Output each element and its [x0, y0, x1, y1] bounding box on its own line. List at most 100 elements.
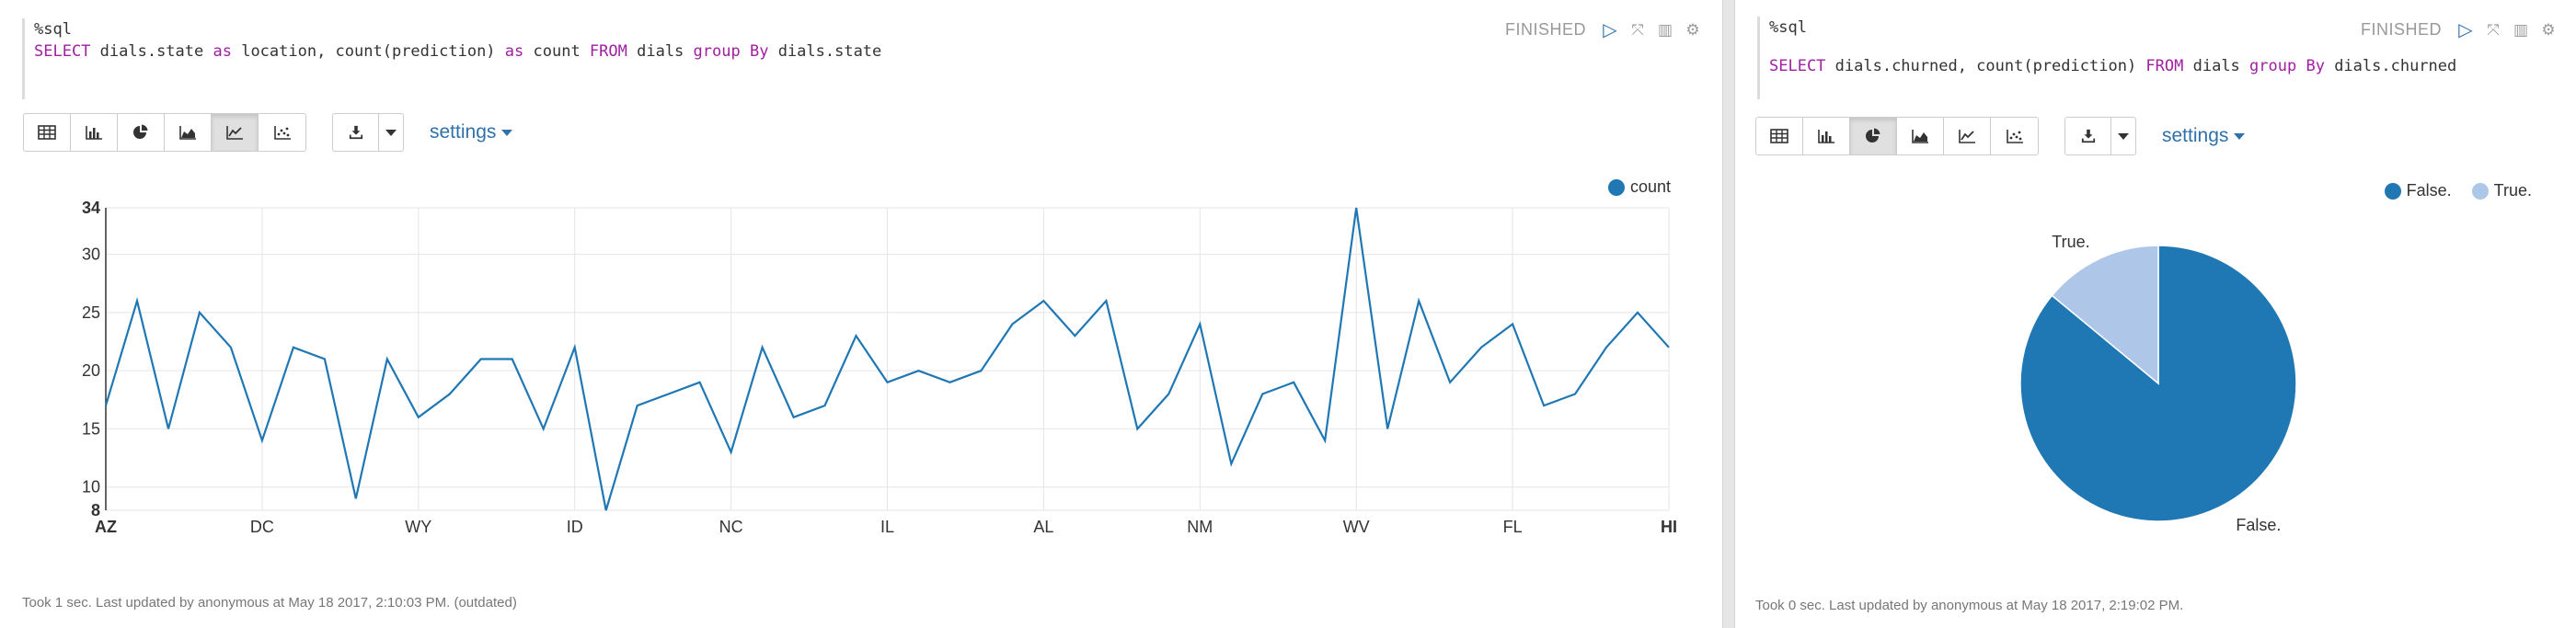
data-point[interactable]: [1665, 344, 1673, 351]
data-point[interactable]: [415, 414, 422, 421]
series-line-count[interactable]: [104, 207, 1670, 511]
data-point[interactable]: [133, 297, 141, 304]
data-point[interactable]: [914, 367, 922, 374]
data-point[interactable]: [1040, 297, 1047, 304]
gear-icon[interactable]: ⚙: [2541, 20, 2556, 39]
data-point[interactable]: [227, 344, 235, 351]
data-point[interactable]: [884, 379, 891, 386]
data-point[interactable]: [1446, 379, 1454, 386]
data-point[interactable]: [790, 414, 798, 421]
data-point[interactable]: [509, 356, 516, 363]
data-point[interactable]: [1540, 402, 1547, 409]
data-point[interactable]: [1384, 425, 1391, 432]
legend-item-false[interactable]: False.: [2384, 181, 2452, 200]
pie-chart-view-button[interactable]: [118, 114, 165, 151]
data-point[interactable]: [1071, 332, 1078, 339]
view-toolbar: settings: [1755, 117, 2246, 155]
scatter-chart-view-button[interactable]: [259, 114, 305, 151]
y-tick-label: 30: [82, 245, 100, 264]
pie-chart-legend: False. True.: [2384, 181, 2532, 200]
data-point[interactable]: [1321, 437, 1328, 444]
code-editor[interactable]: %sql SELECT dials.churned, count(predict…: [1757, 17, 2456, 99]
data-point[interactable]: [1196, 321, 1203, 328]
data-point[interactable]: [1603, 344, 1610, 351]
data-point[interactable]: [1227, 460, 1235, 467]
play-icon[interactable]: ▷: [1603, 19, 1617, 40]
gear-icon[interactable]: ⚙: [1685, 20, 1700, 39]
data-point[interactable]: [102, 402, 109, 409]
table-view-button[interactable]: [24, 114, 71, 151]
table-view-button[interactable]: [1756, 118, 1803, 154]
download-dropdown-toggle[interactable]: [2111, 118, 2135, 154]
data-point[interactable]: [321, 356, 328, 363]
query-line: SELECT dials.churned, count(prediction) …: [1769, 55, 2456, 77]
data-point[interactable]: [665, 390, 673, 397]
data-point[interactable]: [446, 390, 454, 397]
expand-icon[interactable]: ⤧: [2487, 20, 2500, 39]
code-editor[interactable]: %sql SELECT dials.state as location, cou…: [22, 18, 881, 99]
paragraph-right: %sql SELECT dials.churned, count(predict…: [1735, 0, 2576, 628]
area-chart-view-button[interactable]: [1897, 118, 1944, 154]
data-point[interactable]: [603, 507, 610, 514]
pie-chart-view-button[interactable]: [1850, 118, 1897, 154]
data-point[interactable]: [290, 344, 297, 351]
bar-chart-view-button[interactable]: [71, 114, 118, 151]
data-point[interactable]: [634, 402, 641, 409]
settings-toggle[interactable]: settings: [2162, 125, 2246, 147]
legend-item-true[interactable]: True.: [2471, 181, 2532, 200]
book-icon[interactable]: ▥: [2513, 20, 2529, 39]
scatter-chart-icon: [2006, 130, 2023, 143]
data-point[interactable]: [759, 344, 766, 351]
data-point[interactable]: [1352, 204, 1360, 211]
data-point[interactable]: [853, 332, 860, 339]
data-point[interactable]: [1634, 309, 1641, 316]
data-point[interactable]: [946, 379, 953, 386]
data-point[interactable]: [696, 379, 704, 386]
pie-slice-true[interactable]: [2051, 245, 2159, 385]
data-point[interactable]: [1509, 321, 1516, 328]
book-icon[interactable]: ▥: [1657, 20, 1673, 39]
expand-icon[interactable]: ⤧: [1631, 20, 1644, 39]
pie-slice-false[interactable]: [2019, 245, 2297, 522]
line-chart-view-button[interactable]: [212, 114, 259, 151]
download-button[interactable]: [2065, 118, 2111, 154]
download-group: [332, 113, 404, 152]
scatter-chart-view-button[interactable]: [1991, 118, 2038, 154]
kw-from: FROM: [589, 42, 627, 61]
data-point[interactable]: [1290, 379, 1297, 386]
data-point[interactable]: [728, 449, 735, 456]
data-point[interactable]: [352, 495, 360, 502]
data-point[interactable]: [196, 309, 203, 316]
data-point[interactable]: [1133, 425, 1141, 432]
area-chart-view-button[interactable]: [165, 114, 212, 151]
x-tick-label: WY: [405, 518, 431, 536]
play-icon[interactable]: ▷: [2458, 19, 2473, 40]
data-point[interactable]: [1415, 297, 1422, 304]
legend-label: False.: [2406, 181, 2452, 200]
data-point[interactable]: [1008, 321, 1016, 328]
data-point[interactable]: [259, 437, 266, 444]
settings-toggle[interactable]: settings: [430, 121, 513, 143]
legend-item-count[interactable]: count: [1607, 177, 1671, 197]
bar-chart-icon: [86, 126, 102, 140]
data-point[interactable]: [384, 356, 391, 363]
line-chart-legend: count: [1607, 177, 1671, 197]
data-point[interactable]: [1478, 344, 1485, 351]
line-chart-icon: [226, 126, 243, 140]
download-dropdown-toggle[interactable]: [379, 114, 403, 151]
download-button[interactable]: [333, 114, 379, 151]
data-point[interactable]: [1571, 390, 1579, 397]
data-point[interactable]: [822, 402, 829, 409]
data-point[interactable]: [540, 425, 547, 432]
data-point[interactable]: [571, 344, 579, 351]
bar-chart-view-button[interactable]: [1803, 118, 1850, 154]
data-point[interactable]: [977, 367, 984, 374]
kw-as: as: [213, 42, 232, 61]
data-point[interactable]: [477, 356, 485, 363]
data-point[interactable]: [1259, 390, 1266, 397]
data-point[interactable]: [1165, 390, 1172, 397]
line-chart-view-button[interactable]: [1944, 118, 1991, 154]
data-point[interactable]: [1102, 297, 1110, 304]
data-point[interactable]: [165, 425, 172, 432]
view-button-group: [23, 113, 306, 152]
